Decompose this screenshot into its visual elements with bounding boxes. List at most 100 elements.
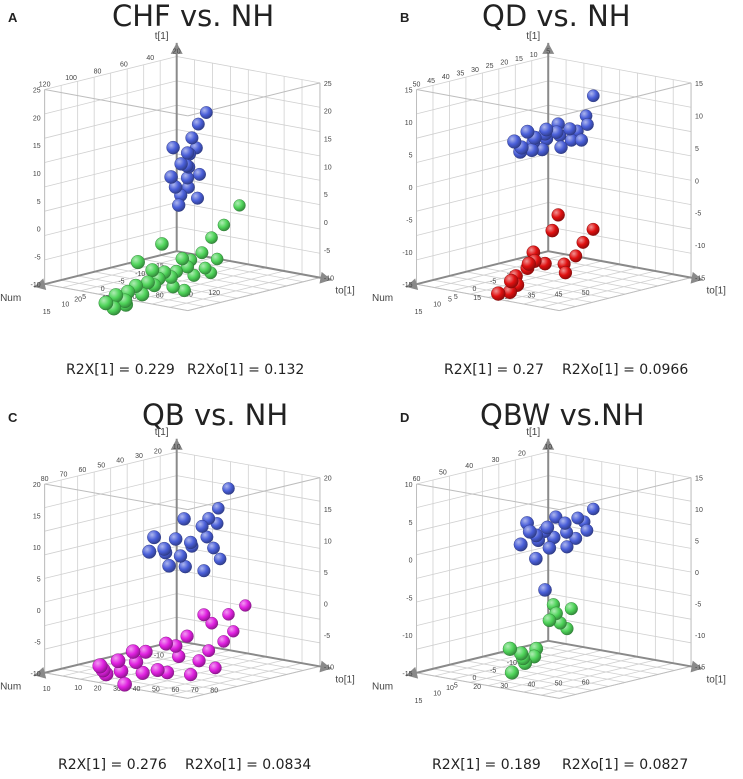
- data-point: [117, 677, 132, 692]
- top-tick-label: 45: [427, 78, 435, 85]
- grid-line: [176, 56, 320, 84]
- t-right-tick-label: 15: [695, 476, 703, 483]
- grid-line: [61, 668, 205, 695]
- to-axis-line: [176, 639, 332, 670]
- t-tick-label: 20: [33, 482, 41, 489]
- grid-line: [548, 80, 692, 108]
- grid-line: [176, 129, 320, 157]
- to-tick-label: 70: [191, 687, 199, 694]
- data-point: [520, 124, 535, 139]
- data-point: [569, 249, 583, 263]
- grid-line: [541, 273, 674, 308]
- top-tick-label: 20: [500, 60, 508, 67]
- tick-labels: -10-505101520-10-505101520-1001010203040…: [31, 444, 335, 694]
- to-axis-label: to[1]: [706, 286, 726, 297]
- grid-line: [548, 104, 692, 132]
- t-tick-label: 20: [33, 115, 41, 122]
- grid-line: [416, 475, 549, 508]
- grid-lines: [44, 451, 321, 699]
- num-axis-line: [405, 639, 549, 677]
- data-point: [491, 286, 506, 301]
- data-point: [217, 635, 231, 648]
- t-tick-label: 0: [409, 558, 413, 565]
- data-point: [200, 530, 214, 544]
- t-right-tick-label: -5: [324, 633, 330, 640]
- data-point: [580, 118, 594, 131]
- top-tick-label: 40: [465, 463, 473, 470]
- data-point: [563, 122, 577, 136]
- panel-title: QB vs. NH: [142, 398, 289, 432]
- top-tick-label: 80: [41, 476, 49, 483]
- data-point: [147, 530, 162, 545]
- data-point: [184, 535, 198, 550]
- r2xo-stat: R2Xo[1] = 0.0966: [562, 362, 689, 378]
- t-right-tick-label: 10: [695, 113, 703, 120]
- grid-line: [176, 475, 320, 502]
- frame-edge: [187, 477, 321, 511]
- data-point: [558, 266, 573, 280]
- data-point: [190, 191, 205, 205]
- tick-labels: -15-10-50510-15-10-5051015-15-10-5051015…: [402, 444, 705, 705]
- t-tick-label: 5: [37, 199, 41, 206]
- scatter-3d-chart: t[1]Numto[1]-15-10-50510-15-10-5051015-1…: [372, 427, 726, 705]
- t-right-tick-label: 0: [695, 178, 699, 185]
- data-point: [130, 255, 145, 270]
- grid-line: [151, 659, 285, 693]
- t-right-tick-label: 0: [324, 220, 328, 227]
- data-point: [174, 157, 188, 171]
- grid-line: [541, 662, 674, 696]
- data-point: [172, 198, 186, 212]
- to-tick-label: 20: [94, 685, 102, 692]
- t-right-tick-label: 0: [324, 601, 328, 608]
- to-tick-label: 50: [582, 290, 590, 297]
- num-tick-label: -10: [507, 660, 517, 667]
- data-point: [571, 511, 585, 525]
- top-tick-label: 60: [413, 476, 421, 483]
- t-right-tick-label: 15: [324, 507, 332, 514]
- t-right-tick-label: -10: [695, 633, 705, 640]
- data-point: [551, 208, 565, 222]
- num-tick-label: -5: [490, 668, 496, 675]
- to-tick-label: 35: [527, 293, 535, 300]
- frame-edge: [44, 483, 188, 511]
- data-point: [233, 199, 246, 212]
- to-tick-label: 80: [156, 293, 164, 300]
- t-axis-arrow: [542, 438, 555, 450]
- data-point: [560, 540, 574, 554]
- data-points: [502, 502, 600, 680]
- data-point: [166, 140, 180, 155]
- scatter-3d-chart: t[1]Numto[1]-10-50510152025-10-505101520…: [0, 31, 355, 316]
- top-tick-label: 15: [515, 56, 523, 63]
- data-point: [521, 256, 536, 271]
- data-point: [586, 89, 600, 103]
- data-point: [150, 663, 165, 678]
- t-right-tick-label: 25: [324, 81, 332, 88]
- data-point: [135, 665, 150, 680]
- to-tick-label: 60: [582, 679, 590, 686]
- grid-line: [465, 660, 609, 687]
- data-point: [193, 167, 206, 181]
- data-point: [142, 544, 157, 559]
- to-axis-label: to[1]: [335, 286, 355, 297]
- to-axis-arrow: [690, 271, 703, 284]
- data-point: [98, 295, 114, 311]
- t-tick-label: 10: [33, 171, 41, 178]
- t-right-tick-label: -15: [695, 276, 705, 283]
- top-tick-label: 30: [135, 453, 143, 460]
- top-tick-label: 10: [173, 444, 181, 451]
- panel-b: B QD vs. NH t[1] Num to[1] -15 -10 -5 0 5 10 15 -1…: [372, 0, 743, 390]
- grid-line: [176, 104, 320, 132]
- num-tick-label: 15: [43, 309, 51, 316]
- panel-title: QD vs. NH: [482, 0, 631, 33]
- num-tick-label: 0: [101, 286, 105, 293]
- scatter-3d-chart: t[1]Numto[1]-10-505101520-10-505101520-1…: [0, 427, 355, 699]
- data-point: [210, 252, 224, 266]
- grid-line: [505, 267, 638, 302]
- top-tick-label: 10: [530, 52, 538, 59]
- t-tick-label: -5: [34, 639, 40, 646]
- panel-letter: A: [8, 10, 18, 25]
- panel-d: D QBW vs.NH t[1] Num to[1] -15 -10 -5 0 5 10 -15-…: [372, 392, 743, 779]
- t-tick-label: 0: [37, 227, 41, 234]
- num-axis-label: Num: [372, 681, 393, 692]
- to-tick-label: 60: [129, 294, 137, 301]
